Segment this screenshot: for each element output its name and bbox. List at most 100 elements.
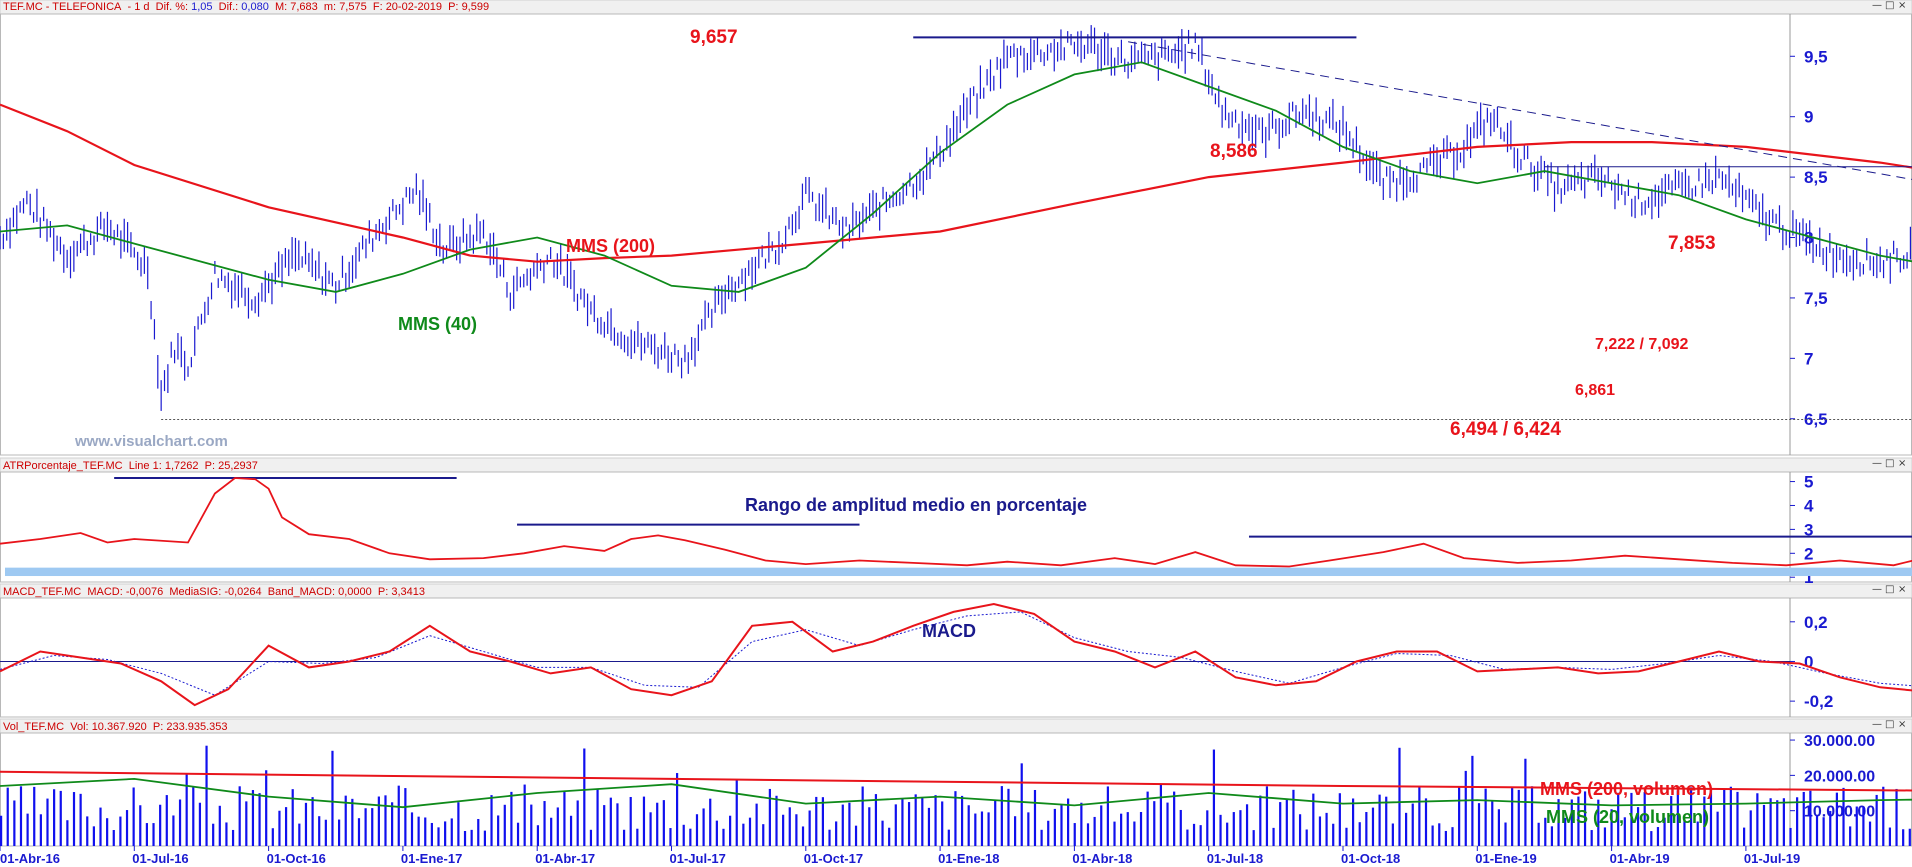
volume-bar — [1245, 804, 1249, 846]
volume-bar — [1292, 789, 1295, 846]
volume-bar — [1663, 817, 1666, 846]
volume-bar — [1809, 790, 1812, 846]
volume-bar — [768, 788, 771, 846]
volume-bar — [921, 797, 924, 846]
atr-window-button-1[interactable]: □ — [1885, 458, 1895, 469]
atr-y-tick-label: 3 — [1804, 520, 1813, 539]
volume-bar — [92, 826, 95, 846]
price-y-tick-label: 9 — [1804, 108, 1813, 127]
price-y-tick-label: 7 — [1804, 349, 1813, 368]
volume-bar — [1564, 817, 1567, 846]
atr-window-button-0[interactable]: — — [1872, 458, 1882, 469]
volume-bar — [185, 774, 188, 846]
volume-window-button-2[interactable]: × — [1898, 719, 1907, 730]
volume-bar — [1279, 802, 1282, 846]
volume-ma200-line — [0, 770, 1912, 792]
macd-window-button-2[interactable]: × — [1898, 584, 1907, 595]
x-tick-label: 01-Abr-16 — [0, 851, 60, 866]
price-y-tick-label: 8 — [1804, 229, 1813, 248]
macd-y-tick-label: -0,2 — [1804, 692, 1833, 711]
volume-bar — [1862, 806, 1865, 846]
volume-bar — [33, 786, 36, 846]
macd-y-tick-label: 0 — [1804, 652, 1813, 671]
max-label: M: — [274, 1, 288, 13]
volume-bar — [1146, 791, 1149, 846]
volume-bar — [603, 805, 606, 846]
level-label: 9,657 — [690, 27, 738, 48]
volume-bar — [682, 824, 685, 846]
level-label: 8,586 — [1210, 141, 1258, 162]
volume-bar — [1703, 796, 1706, 846]
volume-bar — [543, 801, 546, 846]
volume-bar — [331, 750, 334, 846]
volume-bar — [1318, 816, 1322, 846]
volume-bar — [99, 807, 102, 846]
volume-bar — [245, 801, 248, 846]
dif-label: Dif.: — [218, 1, 239, 13]
volume-bar — [1080, 802, 1083, 846]
macd-label: MACD: — [87, 586, 123, 598]
volume-bar — [821, 797, 824, 846]
volume-bar — [709, 798, 712, 846]
atr-window-button-2[interactable]: × — [1898, 458, 1907, 469]
price-window-button-0[interactable]: — — [1872, 0, 1882, 11]
volume-bar — [384, 795, 387, 846]
volume-bar — [1835, 792, 1838, 846]
symbol-name: TEF.MC - TELEFONICA — [3, 1, 122, 13]
volume-bar — [1259, 795, 1262, 846]
volume-bar — [888, 827, 891, 846]
volume-vol-value: 10.367.920 — [91, 721, 147, 733]
volume-bar — [6, 787, 9, 846]
volume-bar — [1484, 788, 1487, 846]
volume-bar — [914, 794, 917, 846]
volume-vol-label: Vol: — [70, 721, 89, 733]
volume-bar — [1325, 812, 1328, 846]
volume-bar — [1272, 827, 1275, 846]
watermark-text: www.visualchart.com — [74, 433, 228, 450]
atr-line — [0, 477, 1912, 568]
volume-bar — [1212, 749, 1216, 846]
atr-header-bar — [0, 457, 1912, 473]
volume-bar — [1762, 804, 1766, 846]
volume-bar — [974, 813, 977, 846]
volume-bar — [1676, 790, 1679, 846]
volume-bar — [46, 798, 49, 846]
volume-y-tick-label: 20.000.00 — [1804, 768, 1875, 785]
volume-bar — [1444, 830, 1447, 846]
atr-y-tick-label: 2 — [1804, 544, 1813, 563]
volume-bar — [1815, 815, 1819, 846]
macd-y-tick-label: 0,2 — [1804, 613, 1828, 632]
volume-bar — [934, 795, 937, 846]
volume-bar — [1047, 820, 1050, 846]
volume-bar — [1106, 786, 1109, 846]
x-tick-label: 01-Ene-17 — [401, 851, 462, 866]
volume-bar — [894, 804, 897, 846]
volume-bar — [1226, 822, 1229, 846]
volume-bar — [0, 815, 3, 846]
volume-bar — [1789, 827, 1792, 846]
volume-bar — [1716, 811, 1719, 846]
macd-window-button-1[interactable]: □ — [1885, 584, 1895, 595]
volume-bar — [1338, 793, 1341, 846]
volume-bar — [1371, 807, 1375, 846]
volume-bar — [927, 807, 931, 846]
x-tick-label: 01-Abr-19 — [1610, 851, 1670, 866]
volume-window-button-0[interactable]: — — [1872, 719, 1882, 730]
price-window-button-2[interactable]: × — [1898, 0, 1907, 11]
volume-bar — [1736, 791, 1739, 846]
volume-bar — [324, 819, 327, 846]
level-label: 7,222 / 7,092 — [1595, 336, 1689, 353]
macd-name: MACD_TEF.MC — [3, 586, 82, 598]
volume-window-button-1[interactable]: □ — [1885, 719, 1895, 730]
macd-window-button-0[interactable]: — — [1872, 584, 1882, 595]
volume-bar — [1643, 792, 1646, 846]
volume-panel-header: Vol_TEF.MC Vol: 10.367.920 P: 233.935.35… — [3, 721, 228, 733]
volume-bar — [1570, 799, 1573, 846]
volume-bar — [801, 826, 805, 846]
macd-sig-label: MediaSIG: — [169, 586, 222, 598]
volume-bar — [424, 817, 427, 846]
price-window-button-1[interactable]: □ — [1885, 0, 1895, 11]
volume-bar — [808, 810, 811, 846]
volume-bar — [1623, 817, 1626, 846]
